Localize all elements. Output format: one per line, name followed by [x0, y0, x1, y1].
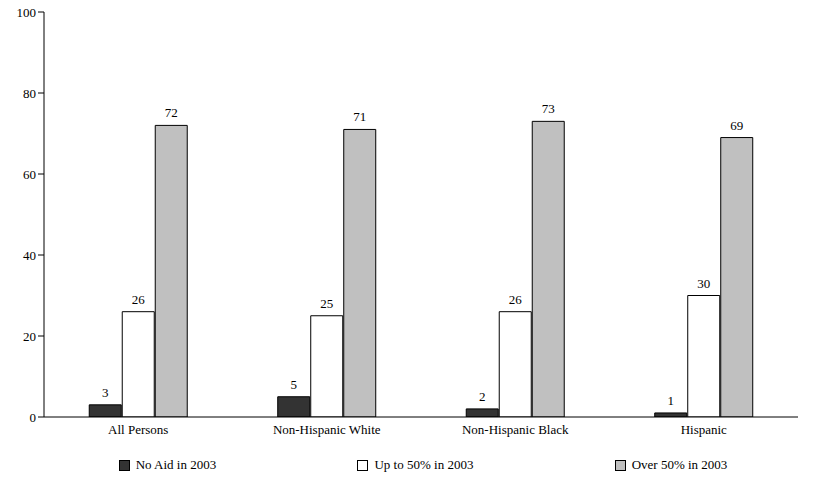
svg-text:3: 3 — [102, 385, 109, 400]
html-text:Over 50% in 2003: Over 50% in 2003 — [631, 457, 728, 472]
svg-text:20: 20 — [23, 329, 36, 344]
svg-text:25: 25 — [320, 296, 333, 311]
svg-text:60: 60 — [23, 167, 36, 182]
svg-text:0: 0 — [30, 410, 37, 425]
svg-text:5: 5 — [290, 377, 297, 392]
svg-text:2: 2 — [479, 389, 486, 404]
svg-text:Non-Hispanic Black: Non-Hispanic Black — [462, 422, 569, 437]
svg-text:All Persons: All Persons — [108, 422, 168, 437]
html-text:No Aid in 2003: No Aid in 2003 — [135, 457, 217, 472]
svg-text:30: 30 — [697, 276, 710, 291]
svg-text:1: 1 — [667, 393, 674, 408]
svg-text:26: 26 — [132, 292, 146, 307]
svg-text:69: 69 — [730, 118, 743, 133]
svg-text:Hispanic: Hispanic — [681, 422, 727, 437]
svg-text:72: 72 — [165, 105, 178, 120]
svg-text:100: 100 — [17, 8, 37, 20]
svg-text:73: 73 — [542, 101, 555, 116]
html-text:Up to 50% in 2003: Up to 50% in 2003 — [374, 457, 474, 472]
svg-text:Non-Hispanic White: Non-Hispanic White — [273, 422, 381, 437]
svg-text:26: 26 — [509, 292, 523, 307]
svg-text:80: 80 — [23, 86, 36, 101]
svg-text:40: 40 — [23, 248, 36, 263]
svg-text:71: 71 — [353, 109, 366, 124]
